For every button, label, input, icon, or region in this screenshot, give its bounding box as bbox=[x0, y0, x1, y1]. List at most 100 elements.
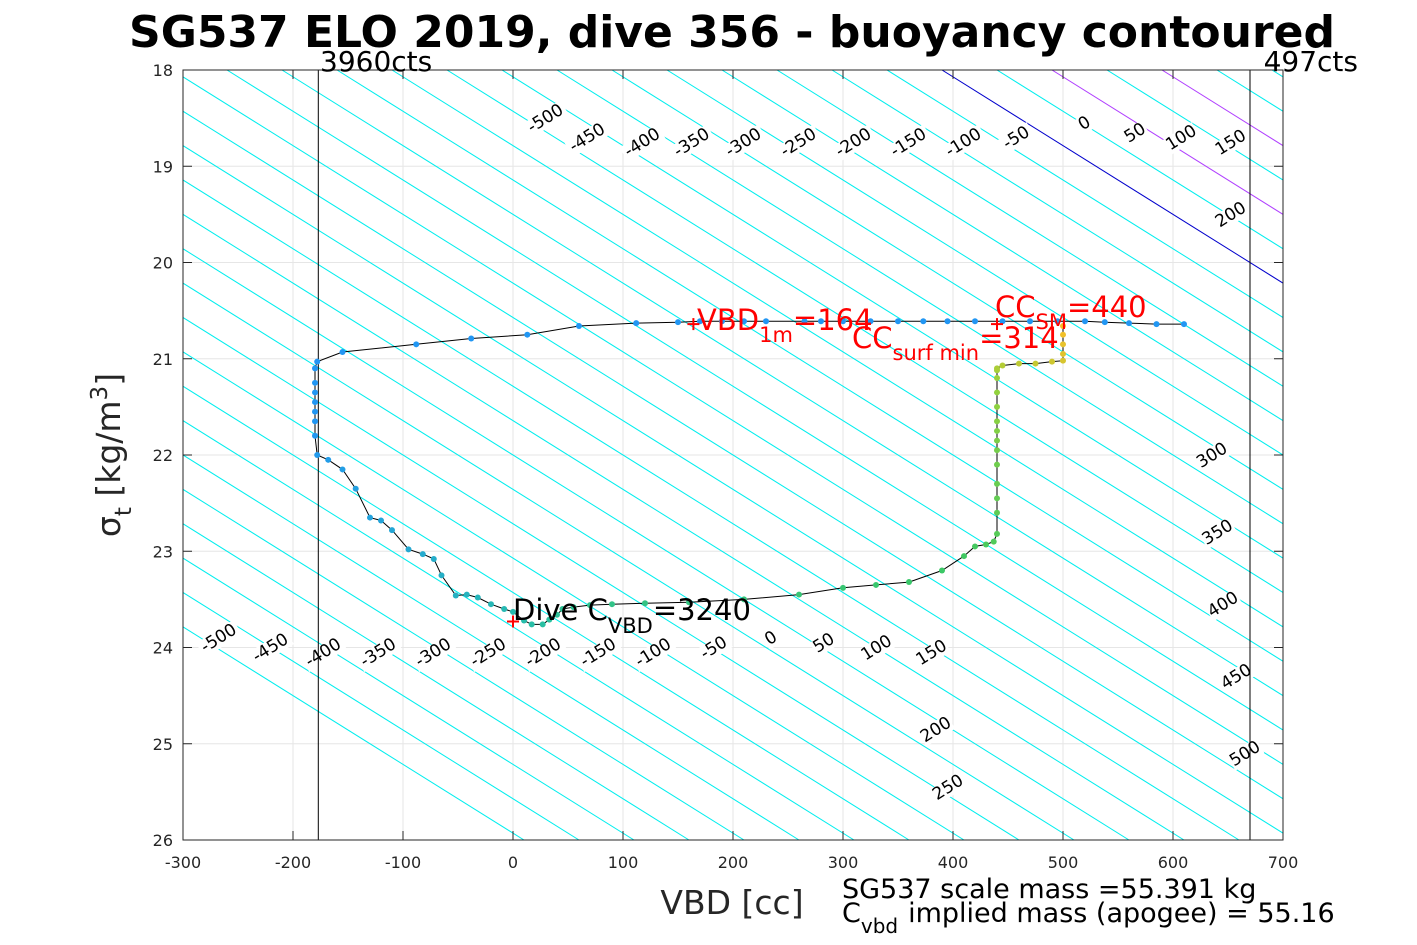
profile-point bbox=[1016, 360, 1022, 367]
profile-point bbox=[675, 319, 681, 326]
profile-point bbox=[1049, 358, 1055, 365]
profile-point bbox=[314, 452, 321, 458]
profile-point bbox=[994, 389, 1000, 396]
profile-point bbox=[994, 375, 1000, 381]
contour-label-bg bbox=[247, 629, 294, 668]
profile-point bbox=[1082, 318, 1088, 325]
profile-point bbox=[609, 601, 615, 608]
profile-point bbox=[840, 584, 846, 591]
profile-point bbox=[559, 606, 566, 612]
y-tick-label: 20 bbox=[153, 254, 173, 273]
profile-point bbox=[994, 403, 1000, 410]
min-counts-label: 497cts bbox=[1264, 45, 1358, 78]
x-tick-label: 700 bbox=[1268, 853, 1299, 872]
profile-point bbox=[994, 530, 1000, 537]
profile-point bbox=[801, 318, 808, 325]
contour-label-bg bbox=[912, 637, 951, 670]
profile-point bbox=[312, 408, 318, 415]
profile-point bbox=[1060, 341, 1066, 348]
profile-point bbox=[570, 604, 577, 611]
profile-point bbox=[587, 602, 593, 609]
profile-point bbox=[1054, 318, 1061, 325]
y-tick-label: 25 bbox=[153, 735, 173, 754]
contour-label-bg bbox=[760, 627, 782, 650]
profile-point bbox=[488, 601, 494, 608]
profile-point bbox=[642, 600, 648, 607]
profile-point bbox=[1153, 321, 1160, 328]
y-axis-label: σt [kg/m3] bbox=[87, 373, 137, 537]
contour-label-bg bbox=[630, 634, 677, 673]
profile-point bbox=[1060, 350, 1066, 357]
profile-point bbox=[867, 318, 874, 325]
profile-point bbox=[686, 599, 692, 606]
contour-line bbox=[183, 213, 1185, 840]
profile-point bbox=[983, 541, 989, 548]
contour-label-bg bbox=[940, 124, 987, 163]
contour-line bbox=[776, 70, 1283, 387]
x-tick-label: 300 bbox=[828, 853, 859, 872]
contour-label-bg bbox=[1120, 119, 1151, 148]
contour-line bbox=[183, 110, 1283, 800]
contour-line bbox=[336, 70, 1283, 662]
profile-point bbox=[367, 514, 373, 521]
profile-point bbox=[895, 318, 901, 325]
profile-point bbox=[972, 543, 978, 550]
x-tick-label: 600 bbox=[1158, 853, 1189, 872]
profile-point bbox=[920, 318, 927, 325]
x-tick-label: -100 bbox=[385, 853, 421, 872]
contour-label-bg bbox=[1162, 122, 1201, 155]
profile-point bbox=[840, 318, 846, 325]
contour-label-bg bbox=[917, 714, 956, 747]
contour-line bbox=[501, 70, 1283, 559]
profile-point bbox=[312, 365, 318, 372]
profile-point bbox=[539, 621, 546, 628]
profile-point bbox=[1027, 318, 1033, 325]
profile-point bbox=[554, 611, 560, 618]
chart-title: SG537 ELO 2019, dive 356 - buoyancy cont… bbox=[129, 7, 1335, 58]
vbd-1m-annotation: VBD1m=164 bbox=[697, 303, 873, 347]
cc-sm-annotation: CCSM=440 bbox=[995, 290, 1147, 334]
profile-point bbox=[906, 579, 912, 586]
contour-label-bg bbox=[355, 634, 402, 673]
profile-point bbox=[389, 527, 395, 534]
contour-label-bg bbox=[520, 634, 567, 673]
profile-point bbox=[576, 323, 582, 330]
profile-point bbox=[463, 591, 470, 598]
x-tick-label: 400 bbox=[938, 853, 969, 872]
profile-point bbox=[873, 581, 879, 588]
y-tick-label: 21 bbox=[153, 350, 173, 369]
profile-point bbox=[990, 538, 997, 545]
contour-line bbox=[183, 591, 580, 840]
profile-point bbox=[1032, 360, 1039, 367]
profile-point bbox=[633, 320, 640, 327]
profile-point bbox=[452, 592, 459, 599]
profile-point bbox=[697, 318, 703, 325]
contour-label-bg bbox=[1074, 113, 1096, 135]
profile-point bbox=[944, 318, 951, 325]
x-axis-label: VBD [cc] bbox=[660, 883, 803, 922]
contour-line bbox=[183, 488, 745, 840]
contour-line bbox=[391, 70, 1283, 628]
contour-line bbox=[226, 70, 1283, 731]
profile-point bbox=[430, 555, 437, 562]
contour-line bbox=[831, 70, 1283, 353]
scale-mass-text: SG537 scale mass =55.391 kg bbox=[842, 874, 1256, 905]
contour-label-bg bbox=[300, 634, 347, 673]
contour-line bbox=[183, 76, 1283, 765]
contour-label-bg bbox=[809, 630, 839, 658]
contour-label-bg bbox=[1198, 516, 1237, 550]
profile-point bbox=[312, 418, 318, 425]
contour-line bbox=[1382, 70, 1417, 840]
profile-point bbox=[741, 318, 747, 325]
contour-label-bg bbox=[929, 771, 968, 805]
cc-surf-min-annotation: CCsurf min=314 bbox=[852, 321, 1059, 365]
y-tick-label: 26 bbox=[153, 831, 173, 850]
contour-label-bg bbox=[195, 620, 243, 658]
profile-point bbox=[763, 318, 769, 325]
profile-point bbox=[325, 456, 332, 463]
contour-line bbox=[183, 351, 965, 840]
profile-point bbox=[413, 341, 420, 348]
contour-label-bg bbox=[1193, 439, 1232, 473]
contour-line bbox=[886, 70, 1283, 319]
profile-track bbox=[312, 318, 1187, 628]
